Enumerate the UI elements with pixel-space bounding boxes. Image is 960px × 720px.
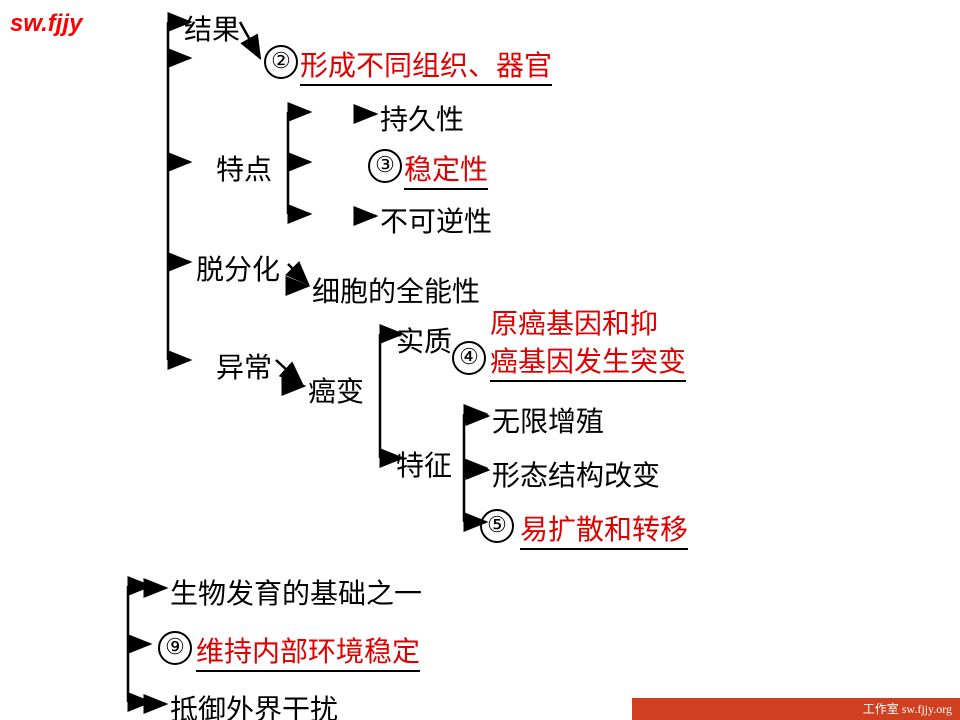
node-a4a: 原癌基因和抑 (490, 302, 658, 342)
node-a5: 易扩散和转移 (520, 508, 688, 548)
node-jieguo: 结果 (184, 8, 240, 48)
node-a3: 稳定性 (404, 148, 488, 188)
node-tezheng: 特征 (396, 444, 452, 484)
footer-bar: 工作室 sw.fjjy.org (632, 698, 960, 720)
diagram-stage: sw.fjjy 结果②形成不同组织、器官特点持久性③稳定性不可逆性脱分化细胞的全… (0, 0, 960, 720)
node-yichang: 异常 (216, 346, 272, 386)
node-diyu: 抵御外界干扰 (170, 688, 338, 720)
node-xingtai: 形态结构改变 (492, 454, 660, 494)
node-a4b: 癌基因发生突变 (490, 340, 686, 380)
node-a9: 维持内部环境稳定 (196, 630, 420, 670)
node-wuxian: 无限增殖 (492, 400, 604, 440)
node-shizhi: 实质 (396, 320, 452, 360)
node-n5: ⑤ (480, 508, 518, 543)
node-n4: ④ (452, 340, 490, 375)
node-tuofenhua: 脱分化 (196, 248, 280, 288)
node-n3: ③ (368, 148, 406, 183)
node-a2: 形成不同组织、器官 (300, 44, 552, 84)
node-aibian: 癌变 (308, 370, 364, 410)
node-n9: ⑨ (158, 630, 196, 665)
node-bukenix: 不可逆性 (380, 200, 492, 240)
node-chijiux: 持久性 (380, 98, 464, 138)
node-shengwu: 生物发育的基础之一 (170, 572, 422, 612)
node-n2: ② (264, 44, 302, 79)
node-tedian: 特点 (216, 148, 272, 188)
node-quanneng: 细胞的全能性 (312, 270, 480, 310)
